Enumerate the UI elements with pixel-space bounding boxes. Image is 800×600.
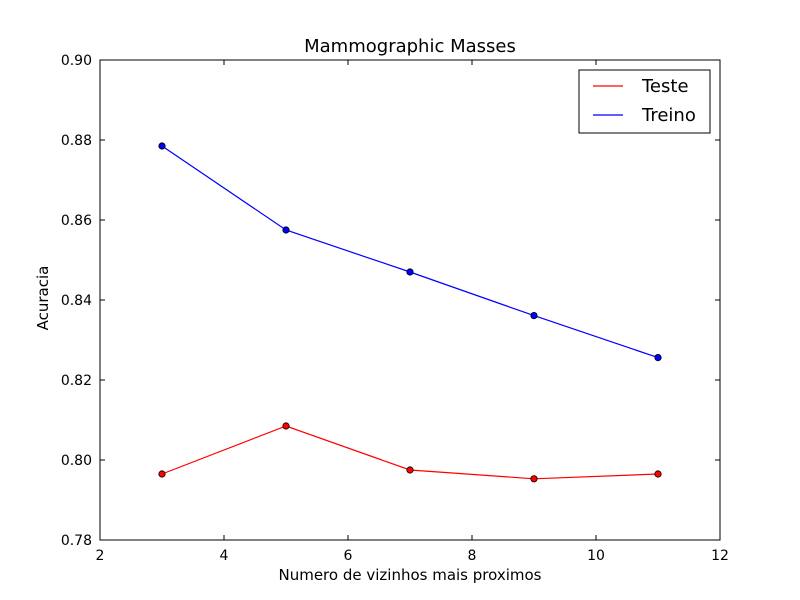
y-tick-label: 0.90 bbox=[61, 53, 92, 69]
data-point-treino bbox=[654, 353, 662, 362]
data-point-teste bbox=[654, 470, 662, 478]
data-point-treino bbox=[282, 226, 290, 234]
data-point-treino bbox=[158, 142, 166, 150]
chart-title: Mammographic Masses bbox=[304, 36, 516, 57]
x-axis-label: Numero de vizinhos mais proximos bbox=[278, 566, 541, 584]
plot-frame bbox=[99, 59, 721, 541]
y-tick-label: 0.88 bbox=[61, 133, 92, 149]
x-tick-label: 4 bbox=[220, 548, 229, 564]
x-tick-label: 8 bbox=[468, 548, 477, 564]
x-tick-label: 10 bbox=[587, 548, 605, 564]
y-tick-label: 0.78 bbox=[61, 533, 92, 549]
data-point-treino bbox=[406, 268, 414, 276]
legend-box bbox=[578, 69, 711, 134]
legend: Teste Treino bbox=[578, 69, 711, 134]
y-tick-label: 0.80 bbox=[61, 453, 92, 469]
y-tick-label: 0.86 bbox=[61, 213, 92, 229]
data-point-teste bbox=[406, 466, 414, 474]
y-tick-label: 0.82 bbox=[61, 373, 92, 389]
x-tick-label: 6 bbox=[344, 548, 353, 564]
y-tick-label: 0.84 bbox=[61, 293, 92, 309]
y-axis-label: Acuracia bbox=[34, 266, 52, 331]
data-point-teste bbox=[282, 422, 290, 430]
legend-label-treino: Treino bbox=[641, 105, 696, 126]
legend-label-teste: Teste bbox=[641, 76, 689, 97]
data-point-treino bbox=[530, 311, 538, 320]
x-tick-label: 12 bbox=[711, 548, 729, 564]
data-point-teste bbox=[158, 470, 166, 478]
x-tick-label: 2 bbox=[96, 548, 105, 564]
data-point-teste bbox=[530, 475, 538, 483]
plot-area: 2 4 6 8 10 12 0.78 0.80 0.82 0.84 0.86 0.88 0.90 bbox=[61, 53, 729, 564]
